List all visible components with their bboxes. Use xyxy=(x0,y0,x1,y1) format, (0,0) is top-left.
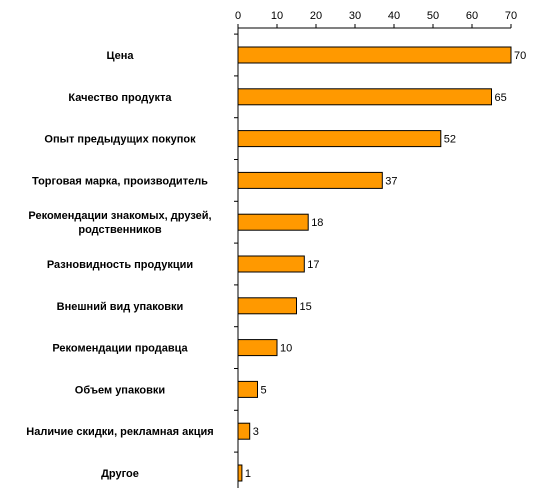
data-label: 5 xyxy=(261,384,267,396)
category-label: Другое xyxy=(101,468,139,480)
category-label-line: Качество продукта xyxy=(68,92,172,104)
category-label: Разновидность продукции xyxy=(47,259,193,271)
category-label: Цена xyxy=(106,50,134,62)
data-label: 1 xyxy=(245,468,251,480)
category-label: Опыт предыдущих покупок xyxy=(44,134,196,146)
x-tick-label: 70 xyxy=(505,10,517,22)
bar xyxy=(237,88,492,106)
bar xyxy=(237,380,258,398)
category-label-line: Торговая марка, производитель xyxy=(32,175,208,187)
data-label: 18 xyxy=(311,217,323,229)
category-label-line: Объем упаковки xyxy=(75,384,165,396)
x-tick-label: 50 xyxy=(427,10,439,22)
category-label: Торговая марка, производитель xyxy=(32,175,208,187)
bar xyxy=(237,255,305,273)
category-label: Рекомендации знакомых, друзей, родственни… xyxy=(28,210,211,236)
x-tick-label: 10 xyxy=(271,10,283,22)
category-label-line: Рекомендации знакомых, друзей, xyxy=(28,210,211,222)
category-label-line: родственников xyxy=(78,224,162,236)
x-tick-label: 40 xyxy=(388,10,400,22)
category-label-line: Цена xyxy=(106,50,134,62)
bar xyxy=(237,422,251,440)
category-label-line: Рекомендации продавца xyxy=(52,343,188,355)
category-label-line: Наличие скидки, рекламная акция xyxy=(26,426,213,438)
data-label: 70 xyxy=(514,50,526,62)
data-label: 65 xyxy=(495,92,507,104)
bar xyxy=(237,339,278,357)
data-label: 15 xyxy=(300,301,312,313)
bar xyxy=(237,46,512,64)
x-tick-label: 60 xyxy=(466,10,478,22)
category-label: Внешний вид упаковки xyxy=(57,301,184,313)
x-axis: 0 10 20 30 40 50 60 70 xyxy=(234,10,517,488)
category-label: Объем упаковки xyxy=(75,384,165,396)
bar xyxy=(237,297,297,315)
category-label: Рекомендации продавца xyxy=(52,343,188,355)
category-label: Качество продукта xyxy=(68,92,172,104)
data-label: 3 xyxy=(253,426,259,438)
x-tick-label: 20 xyxy=(310,10,322,22)
category-label-line: Опыт предыдущих покупок xyxy=(44,134,196,146)
x-tick-label: 30 xyxy=(349,10,361,22)
bars: 70 65 52 37 18 17 15 10 5 3 1 xyxy=(237,46,526,482)
category-labels: Цена Качество продукта Опыт предыдущих пок… xyxy=(26,50,213,480)
bar xyxy=(237,213,309,231)
data-label: 17 xyxy=(307,259,319,271)
x-tick-label: 0 xyxy=(235,10,241,22)
data-label: 10 xyxy=(280,343,292,355)
bar xyxy=(237,130,442,148)
bar xyxy=(237,171,383,189)
category-label: Наличие скидки, рекламная акция xyxy=(26,426,213,438)
data-label: 37 xyxy=(385,175,397,187)
bar xyxy=(237,464,243,482)
category-label-line: Другое xyxy=(101,468,139,480)
category-label-line: Внешний вид упаковки xyxy=(57,301,184,313)
data-label: 52 xyxy=(444,134,456,146)
category-label-line: Разновидность продукции xyxy=(47,259,193,271)
